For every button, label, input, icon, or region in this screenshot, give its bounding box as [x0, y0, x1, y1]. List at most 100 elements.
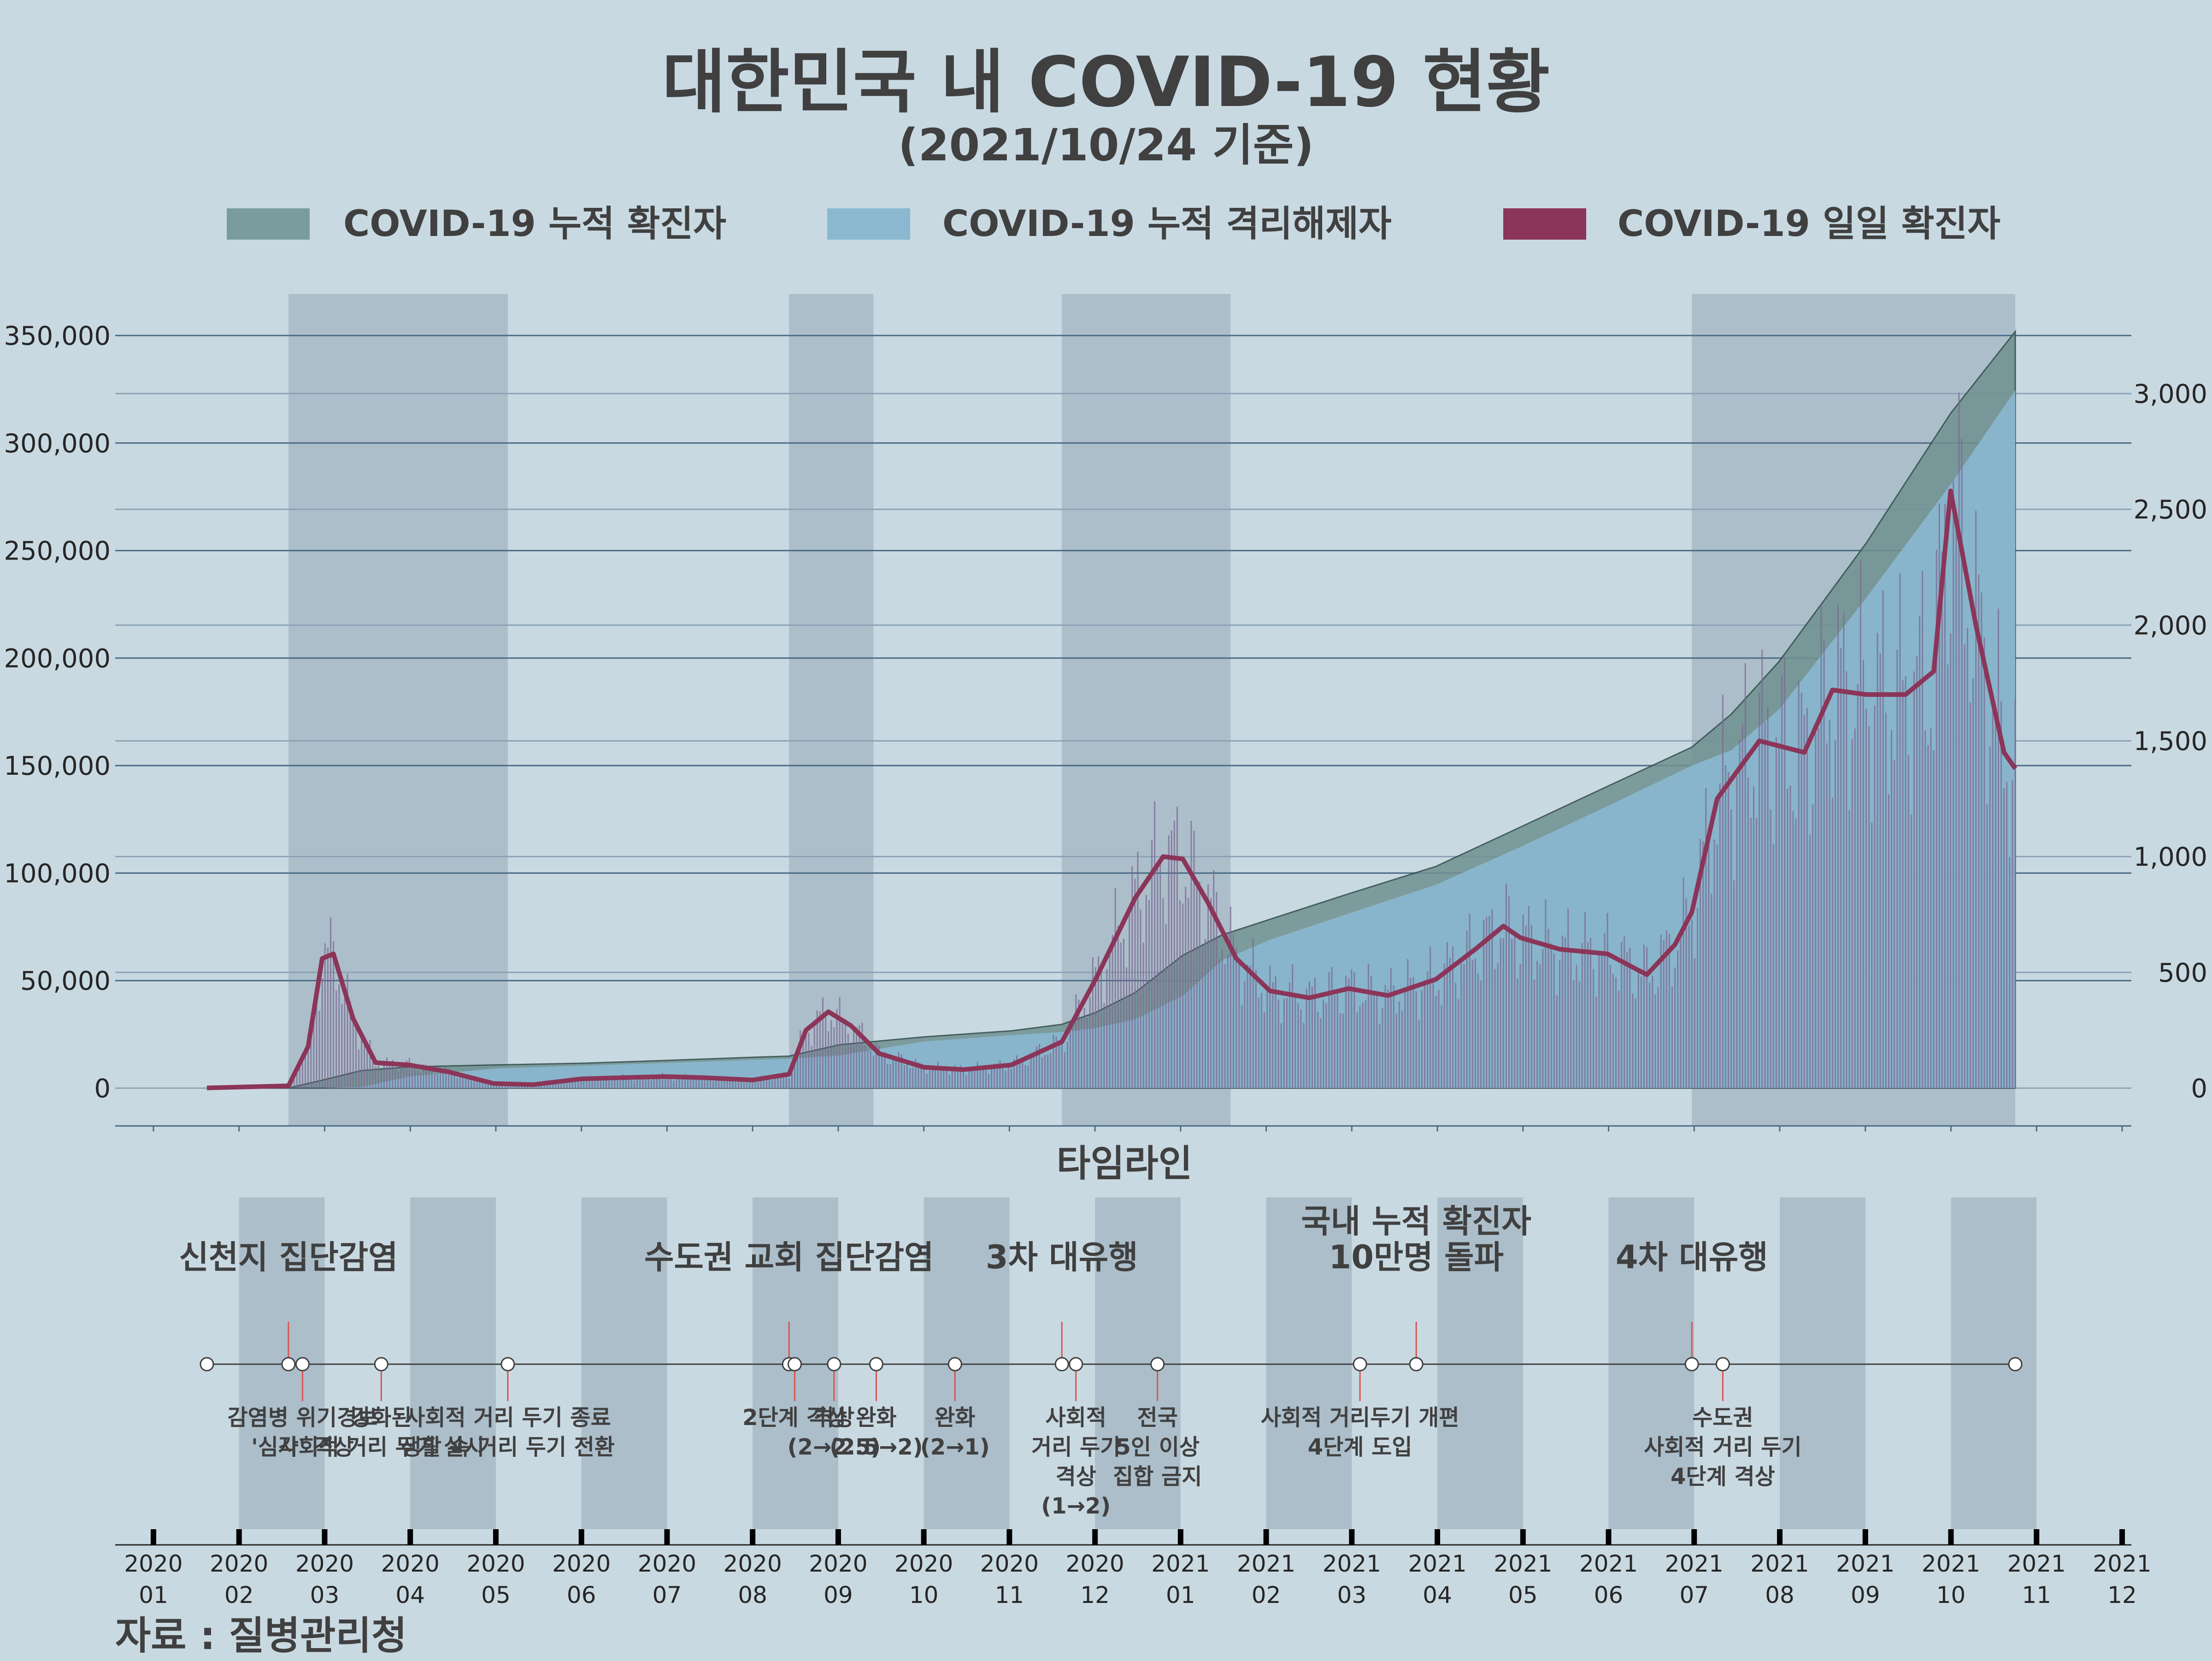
daily-bar: [684, 1074, 686, 1088]
daily-bar: [937, 1061, 939, 1088]
daily-bar: [1471, 960, 1473, 1088]
timeline-month-band: [581, 1197, 667, 1529]
daily-bar: [1019, 1060, 1021, 1088]
daily-bar: [1325, 1003, 1327, 1088]
daily-bar: [606, 1076, 607, 1088]
daily-bar: [797, 1051, 799, 1088]
daily-bar: [1739, 740, 1741, 1088]
daily-bar: [321, 978, 323, 1088]
daily-bar: [324, 943, 326, 1088]
daily-bar: [898, 1052, 900, 1088]
daily-bar: [1123, 938, 1124, 1088]
timeline-month-band: [924, 1197, 1010, 1529]
timeline-month-number: 04: [1423, 1582, 1452, 1608]
daily-bar: [535, 1085, 537, 1088]
timeline-month-number: 06: [567, 1582, 596, 1608]
daily-bar: [571, 1081, 573, 1088]
daily-bar: [1030, 1053, 1032, 1088]
timeline-event-dot: [2008, 1357, 2023, 1372]
daily-bar: [462, 1073, 464, 1088]
daily-bar: [909, 1068, 911, 1088]
major-event-label: 신천지 집단감염: [179, 1238, 398, 1276]
daily-bar: [1562, 935, 1564, 1088]
daily-bar: [1635, 999, 1636, 1088]
daily-bar: [1595, 996, 1597, 1088]
timeline-month-number: 08: [1765, 1582, 1794, 1608]
daily-bar: [1041, 1057, 1043, 1088]
minor-event-label: 사회적: [1045, 1405, 1106, 1431]
timeline-month-year: 2021: [2007, 1550, 2066, 1577]
daily-bar: [316, 993, 318, 1088]
daily-bar: [499, 1084, 500, 1088]
daily-bar: [1348, 978, 1350, 1088]
daily-bar: [358, 1049, 360, 1088]
daily-bar: [2014, 699, 2016, 1088]
daily-bar: [847, 1034, 849, 1088]
daily-bar: [777, 1073, 779, 1088]
daily-bar: [1857, 684, 1859, 1088]
daily-bar: [915, 1059, 917, 1088]
daily-bar: [861, 1023, 863, 1088]
daily-bar: [1728, 772, 1730, 1088]
timeline-month-year: 2020: [466, 1550, 525, 1577]
daily-bar: [1190, 821, 1192, 1088]
daily-bar: [1412, 977, 1414, 1088]
daily-bar: [1441, 1004, 1442, 1088]
daily-bar: [453, 1073, 455, 1088]
daily-bar: [608, 1077, 610, 1088]
daily-bar: [1536, 960, 1538, 1088]
daily-bar: [912, 1067, 914, 1088]
daily-bar: [1145, 895, 1147, 1088]
daily-bar: [1961, 439, 1963, 1088]
daily-bar: [1818, 728, 1819, 1088]
daily-bar: [448, 1068, 450, 1088]
daily-bar: [1384, 985, 1386, 1088]
timeline-event-dot: [500, 1357, 515, 1372]
daily-bar: [1846, 671, 1847, 1088]
daily-bar: [800, 1030, 801, 1088]
daily-bar: [794, 1062, 795, 1088]
daily-bar: [1275, 976, 1277, 1088]
daily-bar: [496, 1085, 498, 1088]
daily-bar: [1835, 740, 1836, 1088]
daily-bar: [892, 1056, 894, 1088]
daily-bar: [558, 1083, 559, 1088]
daily-bar: [1272, 982, 1274, 1088]
daily-bar: [1654, 994, 1656, 1088]
daily-bar: [721, 1076, 723, 1088]
daily-bar: [1098, 956, 1100, 1088]
daily-bar: [1292, 964, 1294, 1088]
daily-bar: [1829, 719, 1830, 1088]
timeline-event-dot: [827, 1357, 841, 1372]
timeline-month-number: 05: [1508, 1582, 1538, 1608]
daily-bar: [1007, 1067, 1009, 1088]
daily-bar: [1626, 952, 1628, 1088]
daily-bar: [600, 1076, 601, 1088]
daily-bar: [1210, 898, 1212, 1088]
daily-bar: [1395, 1013, 1397, 1088]
daily-bar: [1910, 814, 1912, 1088]
daily-bar: [420, 1072, 422, 1088]
daily-bar: [307, 1034, 309, 1088]
timeline-event-dot: [1054, 1357, 1069, 1372]
timeline-event-dot: [787, 1357, 802, 1372]
daily-bar: [1188, 898, 1189, 1088]
timeline-month-number: 03: [310, 1582, 340, 1608]
daily-bar: [1994, 707, 1996, 1088]
daily-bar: [1252, 938, 1254, 1088]
daily-bar: [1072, 1019, 1074, 1088]
daily-bar: [377, 1066, 379, 1088]
daily-bar: [1159, 863, 1161, 1088]
daily-bar: [1157, 866, 1159, 1088]
daily-bar: [2012, 780, 2013, 1088]
timeline-month-number: 06: [1594, 1582, 1624, 1608]
daily-bar: [999, 1060, 1001, 1088]
daily-bar: [347, 973, 348, 1088]
daily-bar: [1902, 679, 1904, 1088]
timeline-month-band: [410, 1197, 496, 1529]
daily-bar: [1320, 1018, 1322, 1088]
daily-bar: [431, 1066, 433, 1088]
daily-bar: [1258, 997, 1259, 1088]
daily-bar: [1787, 789, 1788, 1088]
daily-bar: [1680, 939, 1682, 1088]
